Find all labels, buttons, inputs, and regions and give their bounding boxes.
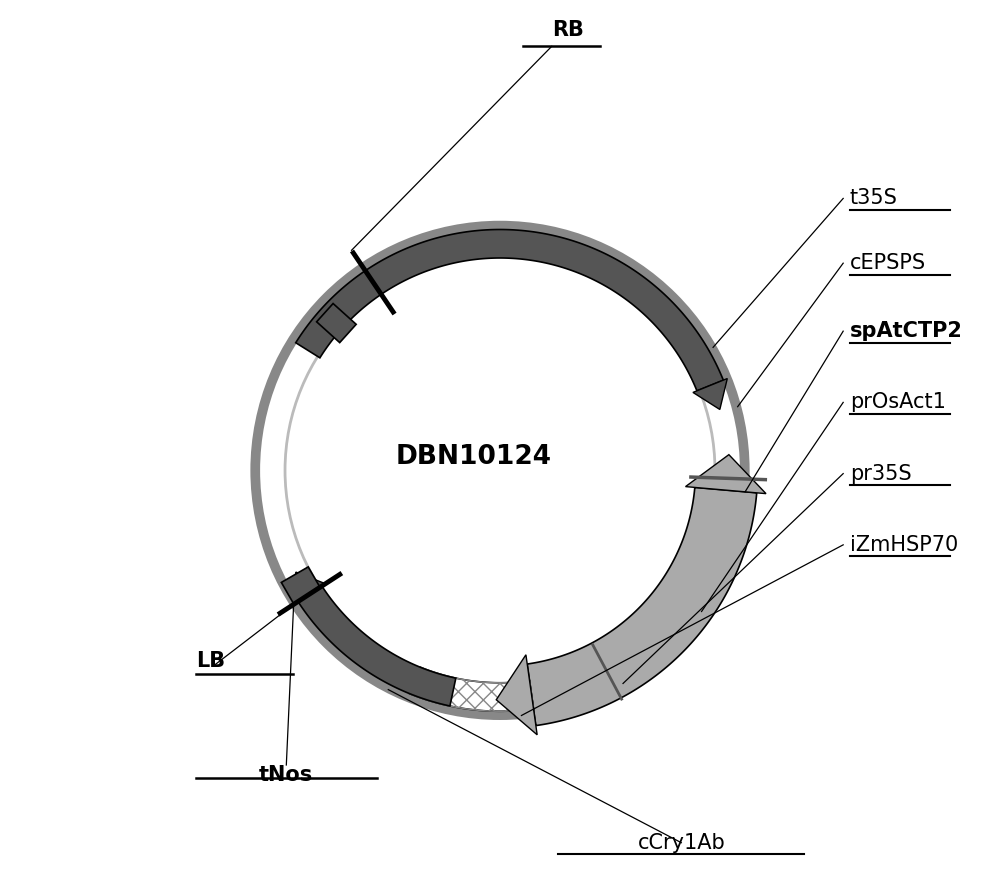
Text: cEPSPS: cEPSPS xyxy=(850,253,926,273)
Polygon shape xyxy=(294,572,325,604)
Polygon shape xyxy=(296,230,723,391)
Polygon shape xyxy=(281,567,321,604)
Text: RB: RB xyxy=(552,20,584,39)
Polygon shape xyxy=(527,487,757,725)
Circle shape xyxy=(290,260,710,681)
Text: prOsAct1: prOsAct1 xyxy=(850,392,946,413)
Text: spAtCTP2: spAtCTP2 xyxy=(850,321,963,341)
Polygon shape xyxy=(410,668,534,711)
Text: LB: LB xyxy=(196,652,225,671)
Text: iZmHSP70: iZmHSP70 xyxy=(850,535,958,555)
Text: tNos: tNos xyxy=(259,765,313,785)
Text: pr35S: pr35S xyxy=(850,463,911,484)
Text: DBN10124: DBN10124 xyxy=(396,444,552,470)
Polygon shape xyxy=(693,378,727,409)
Polygon shape xyxy=(686,455,766,494)
Text: cCry1Ab: cCry1Ab xyxy=(637,833,725,852)
Polygon shape xyxy=(298,586,456,706)
Polygon shape xyxy=(317,303,356,343)
Polygon shape xyxy=(496,654,537,735)
Text: t35S: t35S xyxy=(850,188,898,208)
